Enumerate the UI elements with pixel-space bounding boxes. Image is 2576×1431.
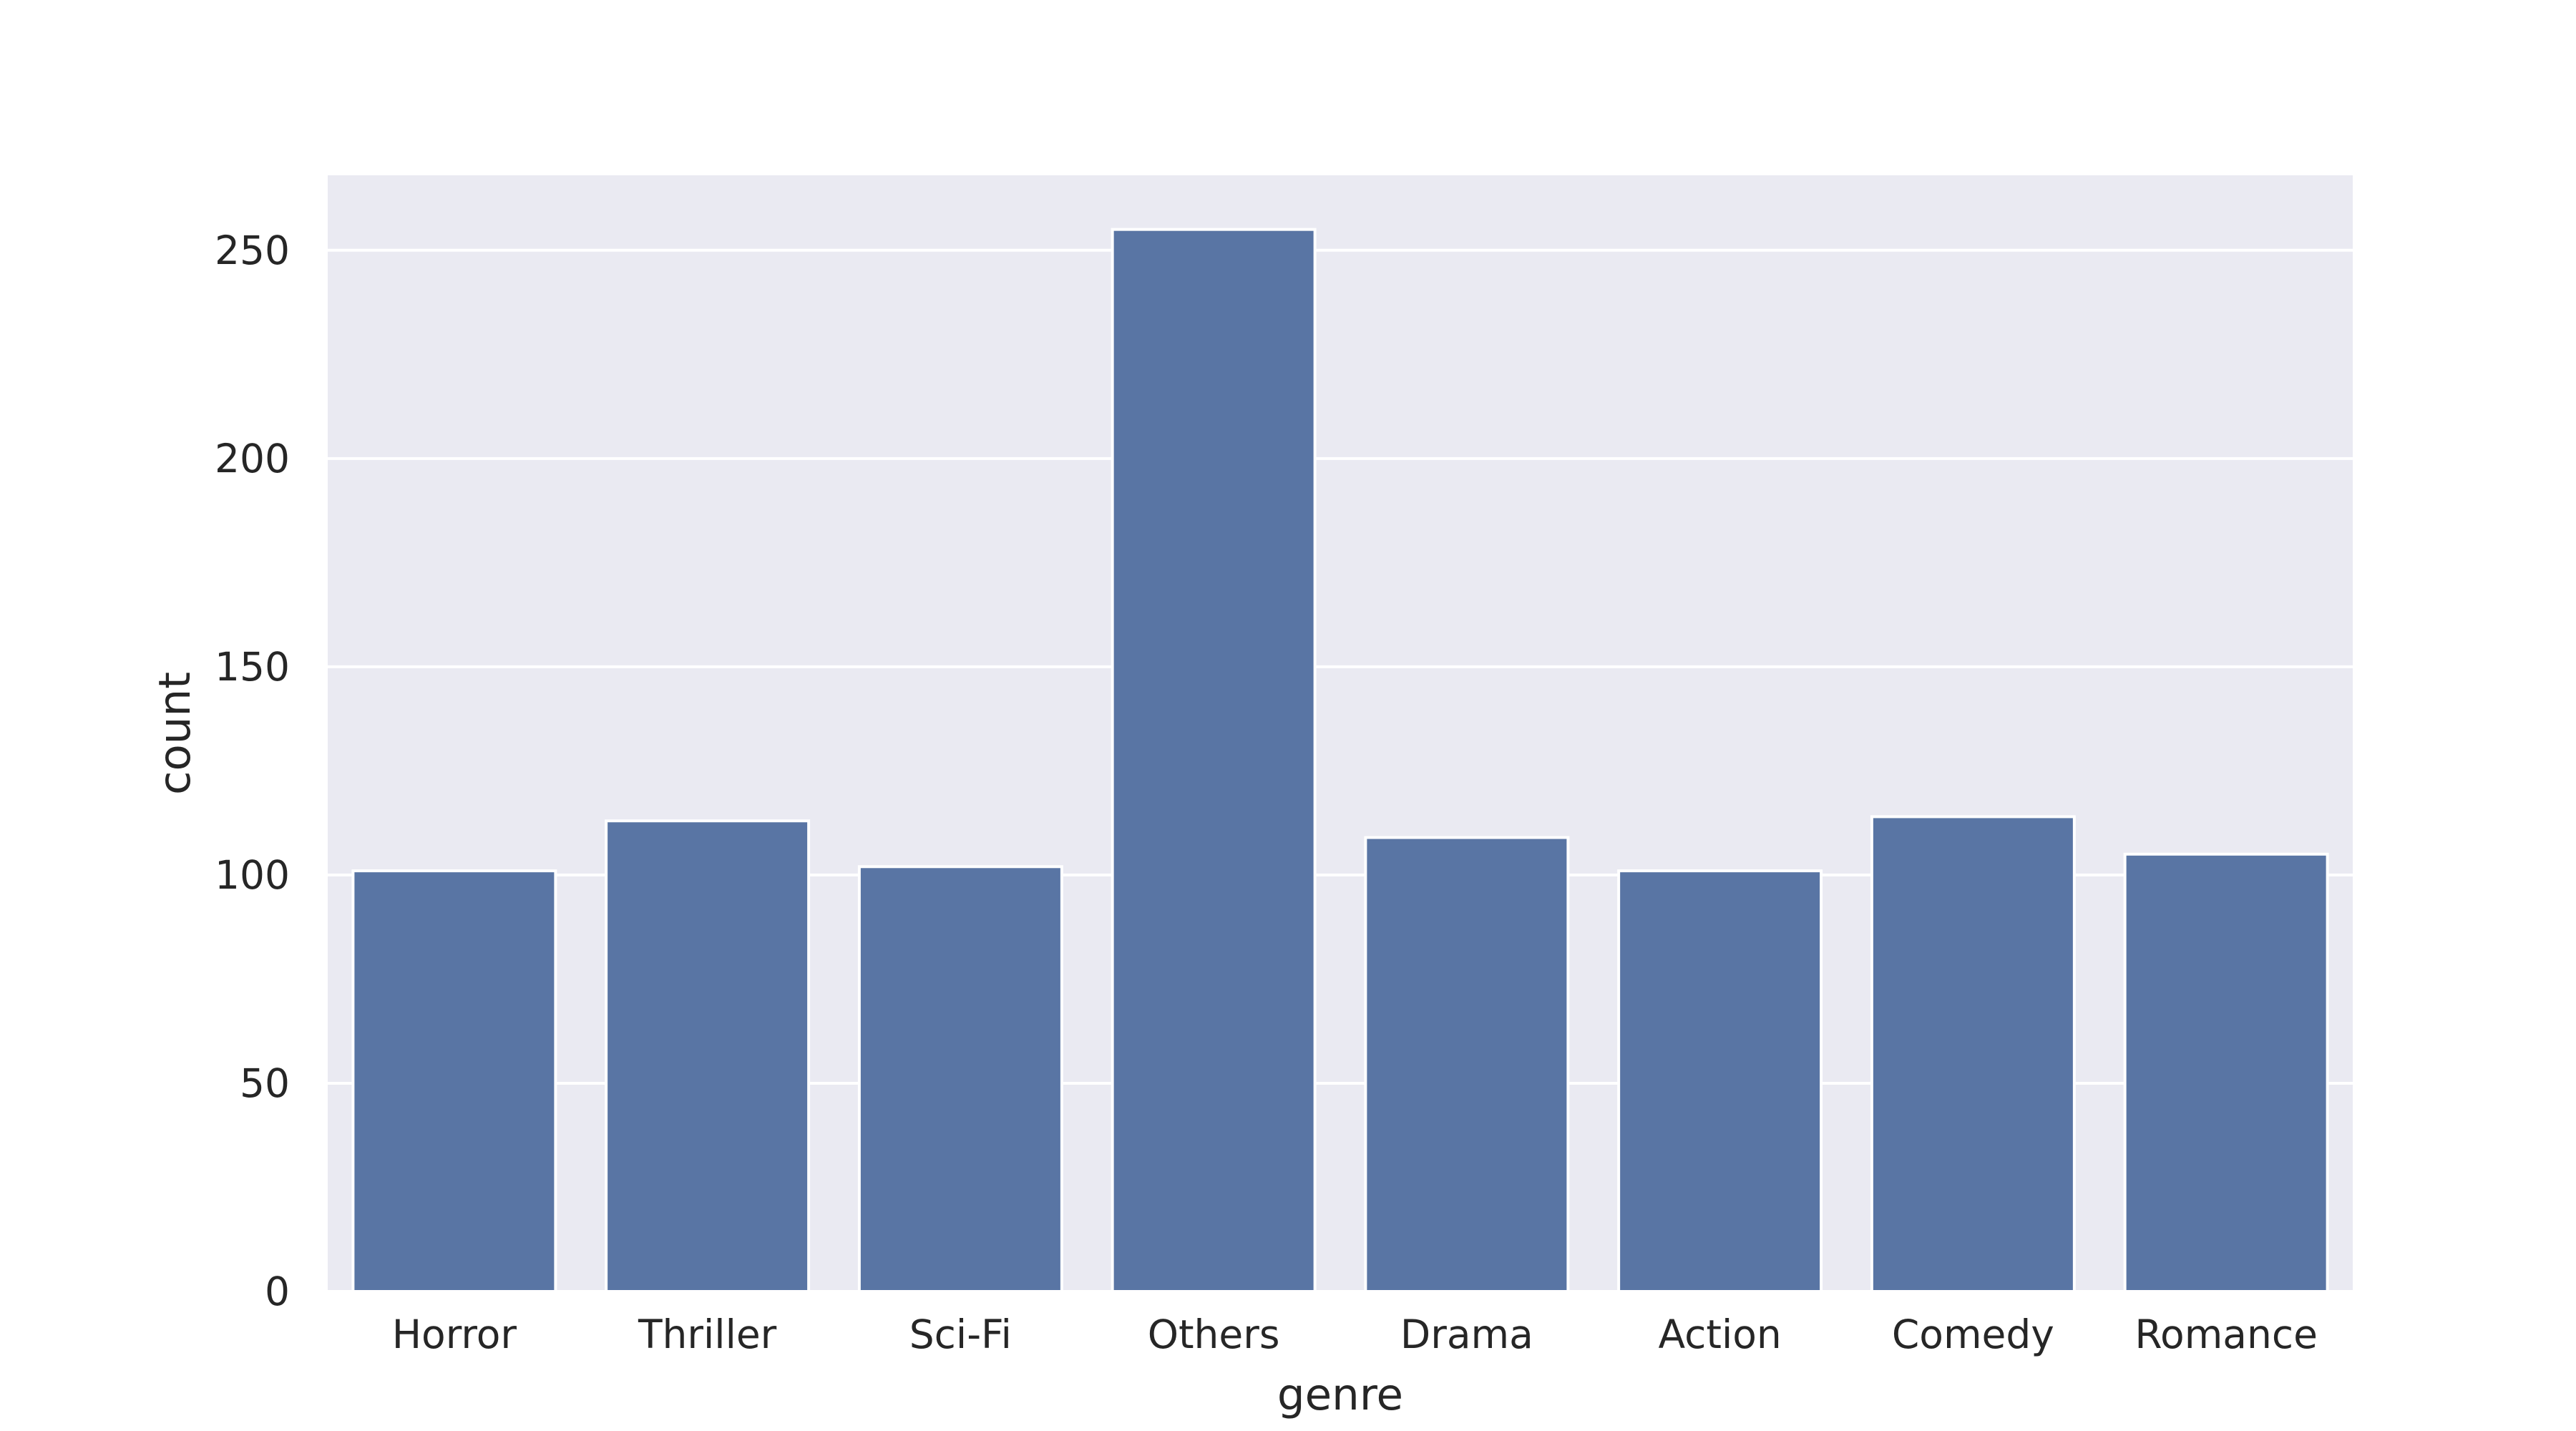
x-tick-label-horror: Horror (392, 1312, 517, 1357)
bar-thriller (605, 819, 811, 1293)
bar-sci-fi (857, 865, 1063, 1293)
x-axis-label: genre (1277, 1369, 1403, 1420)
bar-romance (2123, 852, 2329, 1294)
y-tick-label-150: 150 (215, 644, 290, 690)
bar-comedy (1870, 815, 2076, 1294)
y-tick-label-100: 100 (215, 852, 290, 898)
x-tick-label-drama: Drama (1400, 1312, 1533, 1357)
bars (351, 228, 2329, 1294)
x-tick-label-others: Others (1148, 1312, 1280, 1357)
x-tick-label-romance: Romance (2135, 1312, 2318, 1357)
bar-horror (351, 869, 557, 1294)
y-tick-label-250: 250 (215, 228, 290, 273)
bar-others (1111, 228, 1317, 1293)
x-tick-labels: Horror Thriller Sci-Fi Others Drama Action Com… (392, 1312, 2318, 1357)
y-tick-label-0: 0 (265, 1269, 290, 1314)
bar-drama (1364, 836, 1570, 1293)
y-tick-label-200: 200 (215, 436, 290, 482)
x-tick-label-thriller: Thriller (638, 1312, 777, 1357)
y-tick-label-50: 50 (240, 1060, 290, 1106)
y-axis-label: count (150, 672, 200, 795)
x-tick-label-comedy: Comedy (1892, 1312, 2054, 1357)
x-tick-label-action: Action (1658, 1312, 1781, 1357)
bar-action (1617, 869, 1823, 1294)
x-tick-label-sci-fi: Sci-Fi (909, 1312, 1012, 1357)
y-tick-labels: 0 50 100 150 200 250 (215, 228, 290, 1314)
